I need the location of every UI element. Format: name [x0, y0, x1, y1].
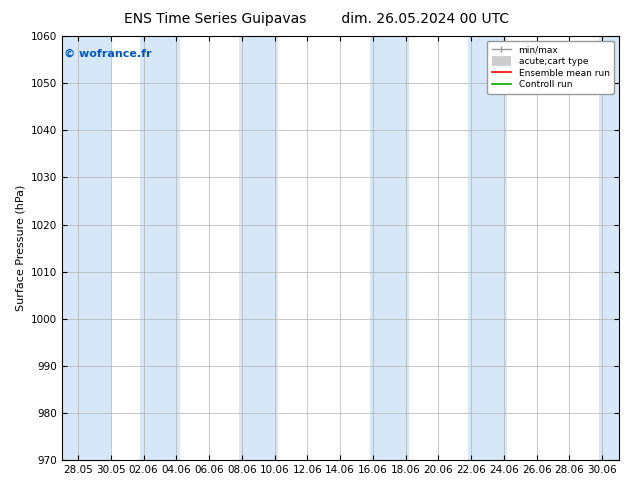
Bar	[468, 36, 507, 460]
Bar	[599, 36, 619, 460]
Bar	[238, 36, 278, 460]
Legend: min/max, acute;cart type, Ensemble mean run, Controll run: min/max, acute;cart type, Ensemble mean …	[487, 41, 614, 94]
Text: © wofrance.fr: © wofrance.fr	[65, 49, 152, 59]
Y-axis label: Surface Pressure (hPa): Surface Pressure (hPa)	[15, 185, 25, 311]
Bar	[140, 36, 179, 460]
Bar	[370, 36, 409, 460]
Bar	[61, 36, 111, 460]
Text: ENS Time Series Guipavas        dim. 26.05.2024 00 UTC: ENS Time Series Guipavas dim. 26.05.2024…	[124, 12, 510, 26]
